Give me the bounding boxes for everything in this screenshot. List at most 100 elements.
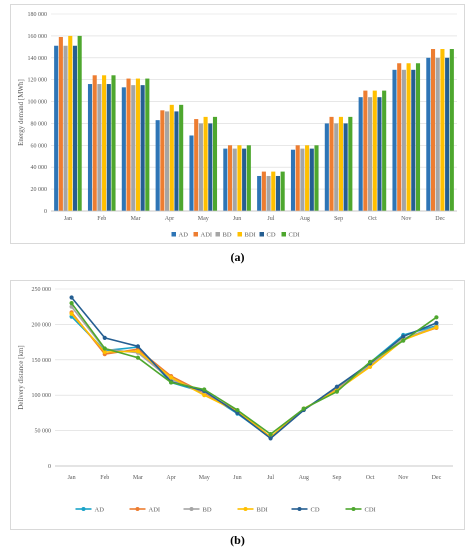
- bar: [338, 116, 343, 211]
- bar-chart-x-tick-label: Feb: [97, 216, 106, 222]
- bar: [194, 119, 199, 211]
- data-point: [334, 384, 340, 389]
- line-chart-legend-label: BDI: [257, 507, 268, 514]
- bar: [382, 90, 387, 211]
- data-point: [434, 315, 439, 320]
- bar: [257, 175, 262, 211]
- bar: [430, 49, 436, 212]
- bar: [145, 78, 150, 211]
- bar-chart-x-tick-label: Apr: [165, 216, 174, 222]
- data-point: [69, 301, 74, 306]
- line-chart-y-tick-label: 150 000: [32, 358, 52, 364]
- data-point: [334, 389, 340, 394]
- bar: [290, 149, 296, 211]
- data-point: [434, 325, 439, 330]
- bar-chart-y-tick-label: 100 000: [28, 100, 48, 106]
- bar-chart-x-tick-label: Aug: [300, 216, 310, 222]
- bar: [179, 104, 184, 211]
- bar-chart-y-tick-label: 0: [44, 209, 47, 215]
- bar: [155, 120, 160, 211]
- bar: [63, 45, 68, 211]
- bar: [189, 135, 194, 211]
- line-chart-x-tick-label: Dec: [432, 475, 442, 481]
- line-chart-legend-label: AD: [95, 507, 105, 514]
- bar: [266, 175, 271, 211]
- bar: [92, 75, 97, 212]
- line-chart-y-tick-label: 200 000: [32, 322, 52, 328]
- data-point: [268, 432, 273, 437]
- bar: [445, 57, 450, 212]
- bar: [237, 145, 242, 211]
- bar-chart-x-tick-label: Jan: [64, 216, 72, 222]
- line-chart-x-tick-label: May: [199, 475, 210, 481]
- bar: [295, 145, 300, 211]
- bar: [198, 123, 203, 211]
- bar: [271, 171, 276, 211]
- data-point: [69, 295, 74, 300]
- line-chart-x-tick-label: Nov: [398, 475, 408, 481]
- bar: [102, 75, 107, 212]
- bar: [77, 35, 82, 212]
- bar: [305, 145, 310, 211]
- bar: [160, 110, 165, 211]
- line-chart-delivery-distance: 0 50 000 100 000 150 000 200 000 250 000 Deliv…: [17, 287, 453, 514]
- bar: [411, 69, 416, 211]
- bar: [329, 116, 334, 211]
- line-chart-legend-label: CD: [311, 507, 320, 514]
- data-point: [401, 334, 406, 339]
- data-point: [168, 375, 174, 380]
- line-chart-x-tick-label: Feb: [100, 475, 109, 481]
- bar-chart-legend-swatch: [193, 232, 198, 237]
- data-point: [367, 364, 373, 369]
- series-line: [70, 306, 437, 439]
- line-chart-y-tick-label: 50 000: [35, 429, 52, 435]
- series-line: [71, 316, 437, 439]
- chart-panel-a: 0 20 000 40 000 60 000 80 000 100 000 120 000 1…: [10, 4, 465, 244]
- bar-chart-x-tick-label: Jul: [267, 216, 274, 222]
- bar-chart-y-tick-label: 40 000: [31, 165, 48, 171]
- data-point: [69, 311, 74, 316]
- bar: [97, 84, 102, 211]
- line-chart-legend-marker: [81, 507, 86, 511]
- bar: [87, 84, 93, 211]
- bar-chart-x-tick-label: Dec: [435, 216, 445, 222]
- bar-chart-x-tick-label: Sep: [334, 216, 343, 222]
- bar-chart-legend-swatch: [215, 232, 220, 237]
- bar: [223, 148, 228, 211]
- line-chart-legend-marker: [351, 507, 356, 511]
- bar: [397, 63, 402, 211]
- data-point: [268, 436, 273, 441]
- line-chart-legend-label: CDI: [365, 507, 376, 514]
- bar: [358, 97, 363, 211]
- data-point: [135, 349, 141, 354]
- caption-b: (b): [230, 533, 245, 547]
- data-point: [202, 387, 207, 392]
- data-point: [102, 349, 107, 355]
- line-chart-x-tick-label: Apr: [166, 475, 175, 481]
- bar: [246, 145, 251, 211]
- bar: [426, 57, 431, 212]
- bar: [135, 78, 140, 211]
- bar: [208, 123, 213, 211]
- line-chart-x-tick-label: Jul: [267, 475, 274, 481]
- data-point: [135, 344, 141, 349]
- bar-chart-legend-label: CD: [267, 232, 276, 239]
- bar: [368, 97, 373, 211]
- bar: [232, 148, 237, 211]
- bar-chart-x-tick-label: Nov: [401, 216, 411, 222]
- data-point: [102, 335, 107, 340]
- data-point: [434, 320, 439, 326]
- bar-chart-legend-swatch: [259, 232, 264, 237]
- bar: [377, 97, 382, 211]
- bar: [324, 123, 329, 211]
- data-point: [367, 359, 373, 365]
- line-chart-legend-label: ADI: [149, 507, 161, 514]
- bar-chart-legend-label: ADI: [201, 232, 213, 239]
- data-point: [102, 346, 107, 351]
- bar: [435, 57, 440, 212]
- line-chart-y-tick-label: 100 000: [32, 393, 52, 399]
- bar-chart-energy-demand: 0 20 000 40 000 60 000 80 000 100 000 120 000 1…: [17, 12, 457, 239]
- bar-chart-legend-swatch: [237, 232, 242, 237]
- chart-panel-b: 0 50 000 100 000 150 000 200 000 250 000 Deliv…: [10, 280, 465, 530]
- bar-chart-y-tick-label: 20 000: [31, 187, 48, 193]
